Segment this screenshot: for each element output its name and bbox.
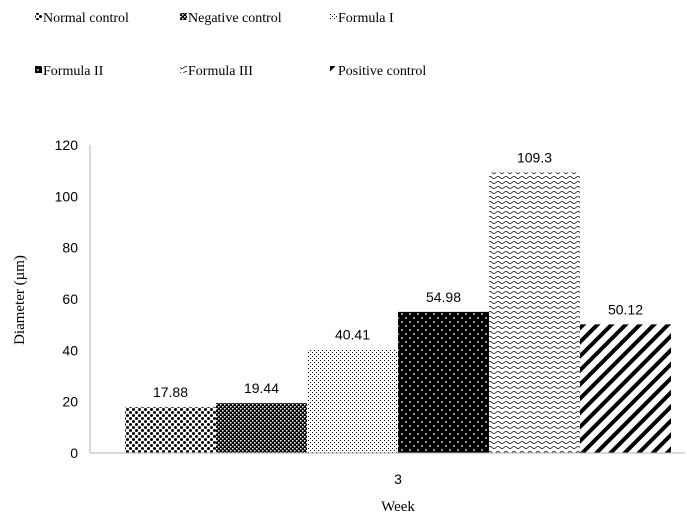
data-label: 109.3 — [517, 149, 552, 165]
bar-3 — [307, 349, 398, 453]
legend: Normal control Negative control Formula I F… — [35, 11, 426, 79]
y-tick-label: 0 — [70, 445, 78, 461]
bar-2 — [216, 403, 307, 453]
legend-swatch — [35, 66, 42, 73]
legend-label: Formula I — [338, 11, 394, 26]
legend-label: Formula II — [43, 64, 104, 79]
legend-label: Positive control — [338, 64, 426, 79]
x-axis: 3 — [90, 452, 685, 487]
bar-1 — [125, 407, 216, 453]
bars — [125, 172, 671, 454]
data-labels: 17.88 19.44 40.41 54.98 109.3 50.12 — [153, 149, 643, 400]
y-axis-title: Diameter (µm) — [12, 255, 28, 345]
data-label: 50.12 — [608, 301, 643, 317]
data-label: 40.41 — [335, 326, 370, 342]
legend-swatch — [330, 66, 337, 73]
x-tick-label: 3 — [394, 471, 402, 487]
data-label: 54.98 — [426, 289, 461, 305]
bar-6 — [580, 324, 671, 453]
x-axis-title: Week — [381, 499, 415, 515]
data-label: 19.44 — [244, 380, 279, 396]
y-tick-label: 40 — [62, 342, 78, 358]
legend-swatch — [180, 13, 187, 20]
legend-label: Negative control — [188, 11, 282, 26]
legend-label: Normal control — [43, 11, 129, 26]
y-tick-label: 120 — [55, 137, 79, 153]
y-tick-label: 20 — [62, 394, 78, 410]
legend-swatch — [330, 13, 337, 20]
y-tick-label: 80 — [62, 240, 78, 256]
data-label: 17.88 — [153, 384, 188, 400]
y-tick-label: 100 — [55, 188, 79, 204]
y-axis: 0 20 40 60 80 100 120 — [55, 137, 91, 461]
y-tick-label: 60 — [62, 291, 78, 307]
legend-swatch — [35, 13, 42, 20]
bar-5 — [489, 172, 580, 454]
bar-4 — [398, 311, 489, 453]
legend-swatch — [180, 66, 187, 73]
legend-label: Formula III — [188, 64, 253, 79]
